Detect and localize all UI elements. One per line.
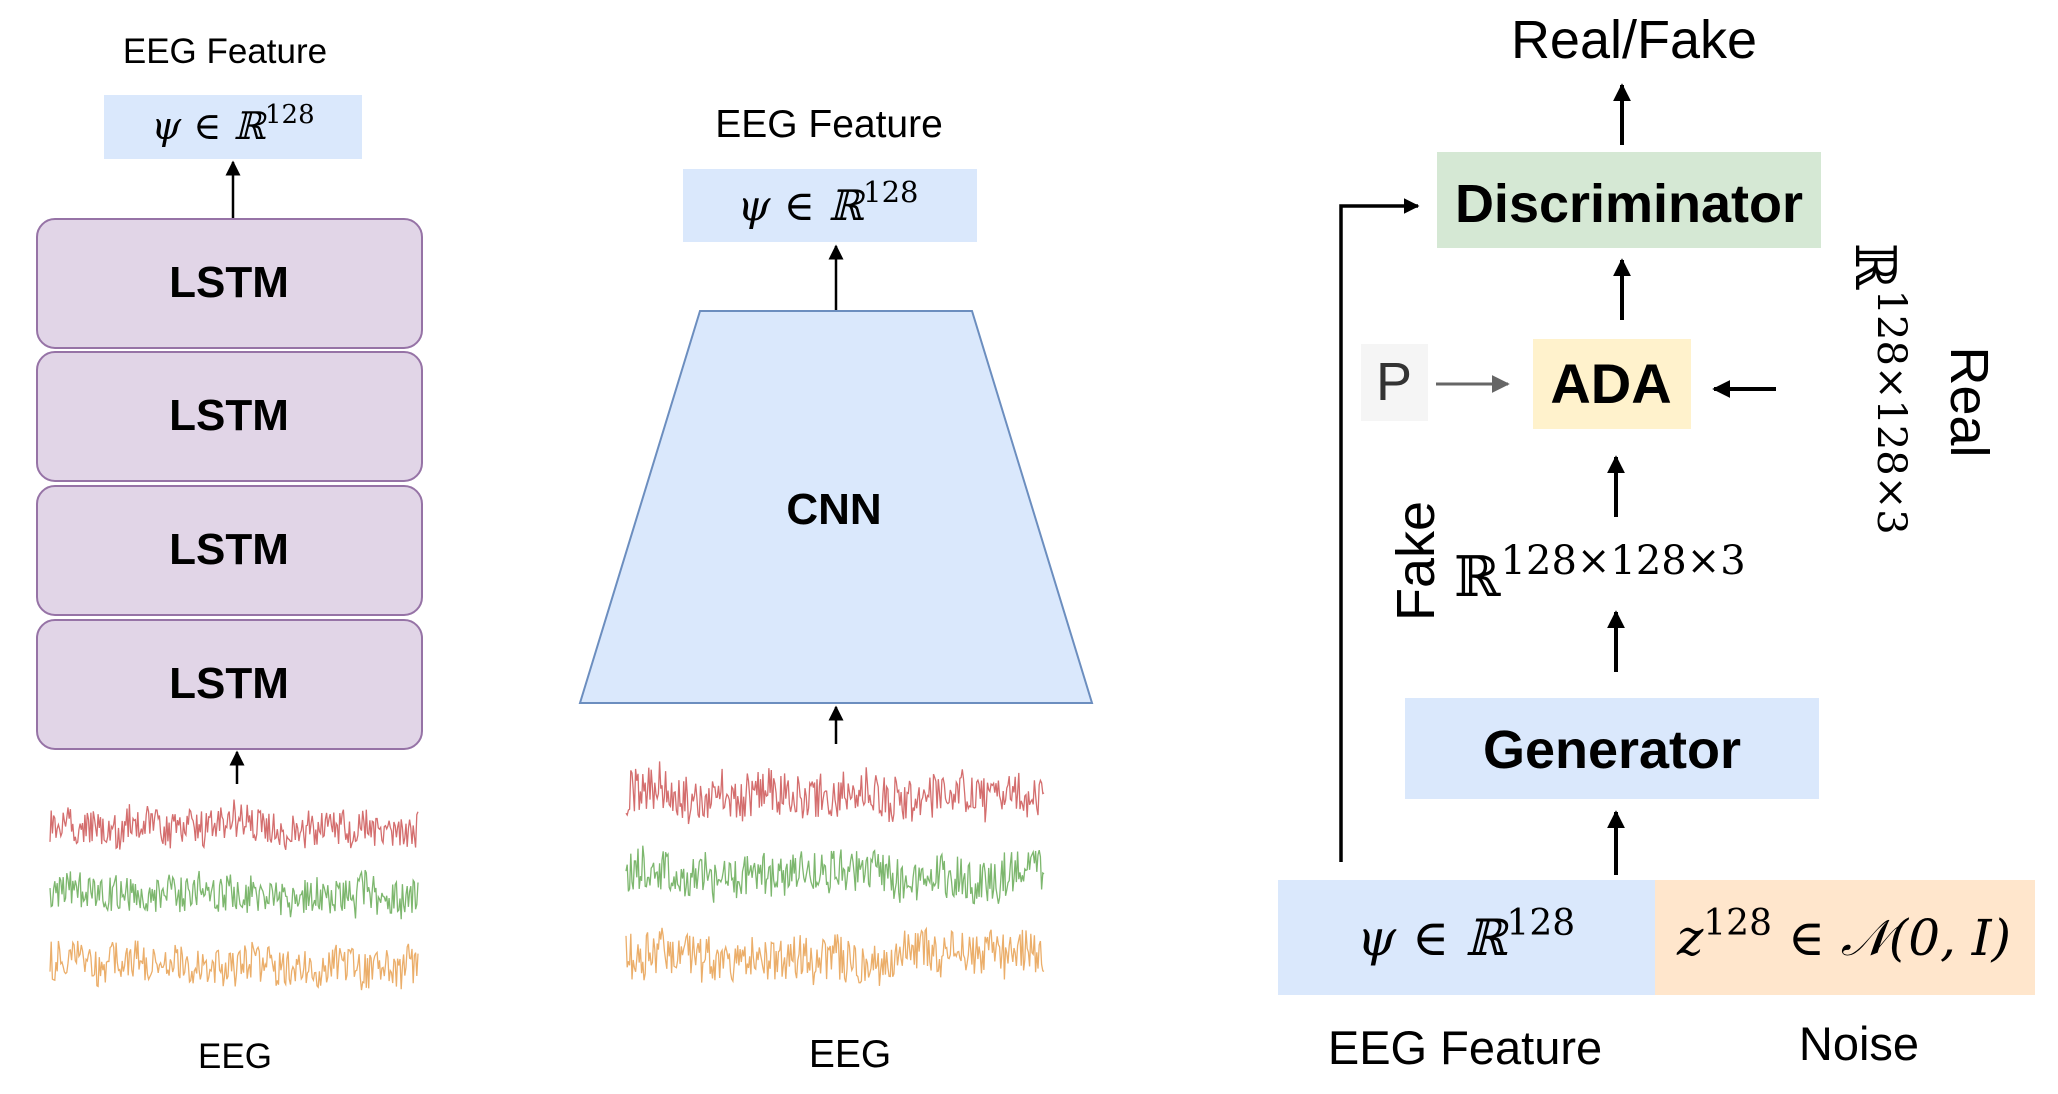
lstm-feature-box [104,95,362,159]
fake-dimensions-math: ℝ128×128×3 [1454,538,1746,610]
cnn-encoder-panel: EEG Feature ψ ∈ ℝ128 CNN EEG [578,103,1094,1076]
lstm-layer [36,351,423,482]
generator-label: Generator [1483,720,1741,780]
lstm-layer-label: LSTM [169,659,289,708]
feature-to-discriminator-arrow [1339,198,1420,862]
lstm-stack: LSTM LSTM LSTM LSTM [36,218,423,750]
ada-label: ADA [1550,352,1671,415]
lstm-feature-math: ψ ∈ ℝ128 [151,100,314,148]
real-fake-output-label: Real/Fake [1511,10,1757,70]
gan-feature-input-box [1278,880,1655,995]
cnn-top-label: EEG Feature [715,103,943,146]
discriminator-label: Discriminator [1455,174,1803,234]
gan-panel: Real/Fake Discriminator P ADA Real ℝ128×… [1278,10,2035,1074]
lstm-layer [36,485,423,616]
cnn-block-label: CNN [786,485,881,534]
gan-feature-caption: EEG Feature [1328,1021,1602,1074]
lstm-layer [36,218,423,349]
generator-block [1405,698,1819,799]
discriminator-block [1437,152,1821,248]
eeg-channel-trace [49,869,419,920]
eeg-channel-trace [625,845,1045,905]
eeg-channel-trace [49,940,419,991]
lstm-layer-label: LSTM [169,258,289,307]
eeg-channel-trace [49,799,419,850]
p-label: P [1376,352,1412,412]
lstm-layer-label: LSTM [169,391,289,440]
gan-feature-math: ψ ∈ ℝ128 [1357,903,1575,967]
cnn-block [578,310,1094,704]
ada-block [1533,339,1691,429]
lstm-top-label: EEG Feature [123,32,327,71]
noise-math: z128 ∈ 𝒩(0, I) [1676,903,2011,967]
p-probability-box [1361,344,1428,421]
lstm-layer-label: LSTM [169,525,289,574]
eeg-signal-plot [625,761,1045,986]
real-label: Real [1939,346,1999,457]
noise-caption: Noise [1799,1017,1919,1070]
eeg-signal-plot [49,799,419,991]
noise-input-box [1655,880,2035,995]
lstm-bottom-label: EEG [198,1037,272,1076]
lstm-layer [36,619,423,750]
cnn-feature-math: ψ ∈ ℝ128 [738,175,919,230]
cnn-feature-box [683,169,977,242]
real-dimensions-math: ℝ128×128×3 [1842,243,1914,535]
fake-label: Fake [1386,501,1446,621]
eeg-channel-trace [625,761,1045,825]
lstm-encoder-panel: EEG Feature ψ ∈ ℝ128 LSTM LSTM LSTM LSTM… [36,32,423,1076]
cnn-bottom-label: EEG [809,1033,891,1076]
eeg-channel-trace [625,926,1045,986]
